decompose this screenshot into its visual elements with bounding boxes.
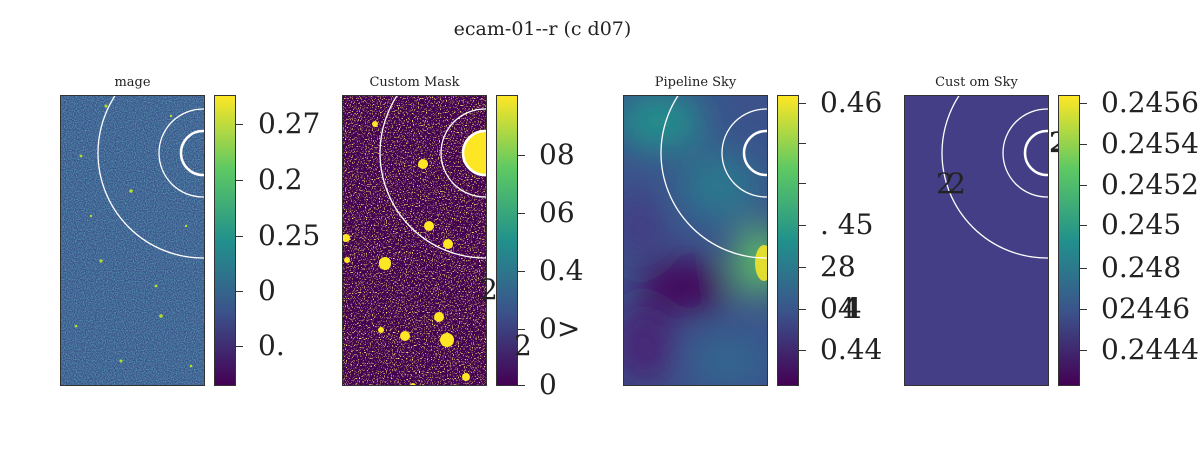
aperture-circles xyxy=(941,96,1048,259)
colorbar-tick-label: 0 xyxy=(258,274,276,307)
colorbar-tick xyxy=(1080,350,1087,351)
colorbar-tick xyxy=(518,155,525,156)
colorbar-tick xyxy=(799,103,806,104)
colorbar-tick-label: 0. xyxy=(258,329,285,362)
pipeline-sky-colorbar xyxy=(777,95,799,386)
image-bright-spots xyxy=(74,104,193,368)
colorbar-tick-label: 0.46 xyxy=(820,86,883,119)
colorbar-tick-label: . 45 xyxy=(820,208,874,241)
custom-sky-plot xyxy=(905,96,1048,385)
colorbar-tick-label: 04 xyxy=(820,292,856,325)
colorbar-tick xyxy=(1080,185,1087,186)
custom-mask-colorbar xyxy=(496,95,518,386)
stray-label: 2 xyxy=(948,167,966,200)
pipeline-sky-plot xyxy=(624,96,767,385)
colorbar-tick xyxy=(799,267,806,268)
colorbar-tick-label: 06 xyxy=(539,196,575,229)
colorbar-tick xyxy=(518,329,525,330)
panel-title-pipeline-sky: Pipeline Sky xyxy=(654,75,737,90)
stray-label: 2 xyxy=(480,273,498,306)
stray-label: 2 xyxy=(936,167,954,200)
colorbar-tick-label: 08 xyxy=(539,138,575,171)
image-panel xyxy=(60,95,205,386)
figure-title: ecam-01--r (c d07) xyxy=(453,18,632,40)
colorbar-tick xyxy=(799,183,806,184)
stray-label: 4 xyxy=(842,292,862,325)
colorbar-tick-label: 0.2454 xyxy=(1101,127,1199,160)
aperture-circles xyxy=(379,96,486,259)
sky-gradient-blobs xyxy=(624,96,767,385)
colorbar-tick-label: 0.4 xyxy=(539,254,584,287)
colorbar-tick xyxy=(799,143,806,144)
colorbar-tick-label: 0.245 xyxy=(1101,208,1182,241)
pipeline-sky-panel xyxy=(623,95,768,386)
colorbar-tick xyxy=(518,271,525,272)
colorbar-tick-label: 0.44 xyxy=(820,333,883,366)
colorbar-tick xyxy=(518,385,525,386)
colorbar-tick xyxy=(1080,225,1087,226)
colorbar-tick-label: 0> xyxy=(539,312,581,345)
colorbar-tick-label: 28 xyxy=(820,250,856,283)
colorbar-tick xyxy=(799,225,806,226)
colorbar-tick-label: 0.2456 xyxy=(1101,86,1199,119)
aperture-circles xyxy=(660,96,767,259)
custom-mask-panel xyxy=(342,95,487,386)
custom-mask-plot xyxy=(343,96,486,385)
colorbar-tick-label: 0.2 xyxy=(258,163,303,196)
colorbar-tick xyxy=(236,180,243,181)
colorbar-tick xyxy=(1080,103,1087,104)
colorbar-tick-label: 0.25 xyxy=(258,219,321,252)
colorbar-tick-label: 02446 xyxy=(1101,292,1191,325)
image-colorbar xyxy=(214,95,236,386)
colorbar-tick xyxy=(799,309,806,310)
colorbar-tick-label: 0 xyxy=(539,368,557,401)
colorbar-tick-label: 0.2452 xyxy=(1101,168,1199,201)
colorbar-tick xyxy=(236,346,243,347)
aperture-circles xyxy=(97,96,204,259)
colorbar-tick xyxy=(236,291,243,292)
colorbar-tick xyxy=(1080,144,1087,145)
image-plot xyxy=(61,96,204,385)
stray-label: 2 xyxy=(514,329,532,362)
custom-sky-panel xyxy=(904,95,1049,386)
colorbar-tick xyxy=(236,124,243,125)
colorbar-tick xyxy=(236,236,243,237)
colorbar-tick xyxy=(518,213,525,214)
colorbar-tick-label: 0.27 xyxy=(258,107,321,140)
colorbar-tick-label: 0.2444 xyxy=(1101,333,1199,366)
panel-title-custom-mask: Custom Mask xyxy=(369,75,460,90)
colorbar-tick-label: 0.248 xyxy=(1101,251,1182,284)
mask-bright-source xyxy=(462,132,486,174)
custom-sky-colorbar xyxy=(1058,95,1080,386)
mask-blobs xyxy=(343,121,474,385)
sky-bright-spot xyxy=(755,245,767,281)
colorbar-tick xyxy=(1080,268,1087,269)
panel-title-custom-sky: Cust om Sky xyxy=(935,75,1018,90)
colorbar-tick xyxy=(1080,309,1087,310)
colorbar-tick xyxy=(799,350,806,351)
panel-title-image: mage xyxy=(114,75,151,90)
